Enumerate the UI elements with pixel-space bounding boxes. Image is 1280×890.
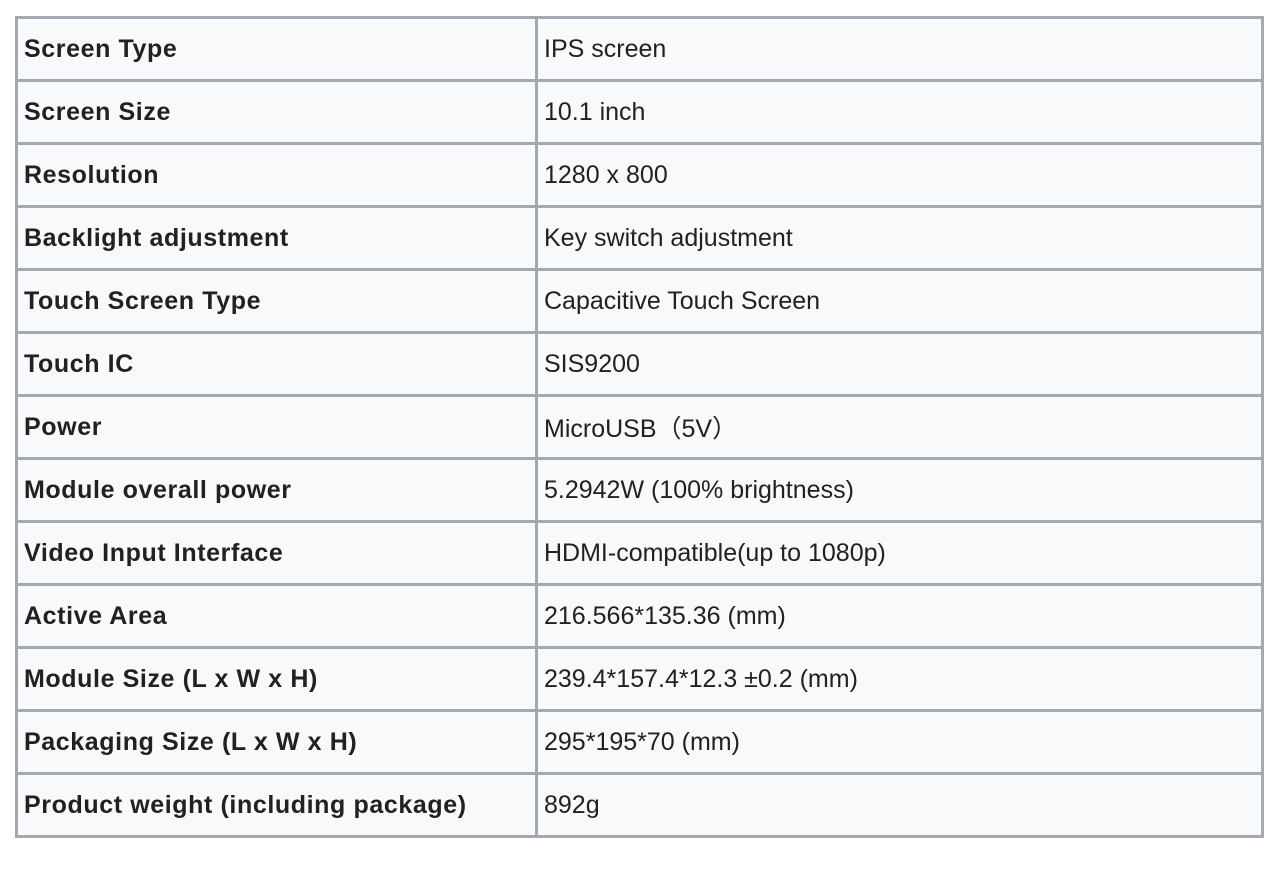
spec-value: 239.4*157.4*12.3 ±0.2 (mm) <box>535 646 1264 712</box>
spec-value: 1280 x 800 <box>535 142 1264 208</box>
spec-label: Touch Screen Type <box>15 268 538 334</box>
table-row: Active Area 216.566*135.36 (mm) <box>15 583 1264 649</box>
spec-value: 10.1 inch <box>535 79 1264 145</box>
spec-value: 295*195*70 (mm) <box>535 709 1264 775</box>
table-row: Module overall power 5.2942W (100% bright… <box>15 457 1264 523</box>
spec-label: Packaging Size (L x W x H) <box>15 709 538 775</box>
spec-label: Active Area <box>15 583 538 649</box>
spec-label: Product weight (including package) <box>15 772 538 838</box>
table-row: Video Input Interface HDMI-compatible(up … <box>15 520 1264 586</box>
spec-label: Screen Type <box>15 16 538 82</box>
table-row: Screen Type IPS screen <box>15 16 1264 82</box>
table-row: Screen Size 10.1 inch <box>15 79 1264 145</box>
table-row: Backlight adjustment Key switch adjustmen… <box>15 205 1264 271</box>
table-row: Touch IC SIS9200 <box>15 331 1264 397</box>
spec-value: Key switch adjustment <box>535 205 1264 271</box>
spec-label: Video Input Interface <box>15 520 538 586</box>
spec-table: Screen Type IPS screen Screen Size 10.1 inc… <box>15 16 1264 838</box>
spec-label: Module overall power <box>15 457 538 523</box>
table-row: Module Size (L x W x H) 239.4*157.4*12.3 … <box>15 646 1264 712</box>
spec-label: Resolution <box>15 142 538 208</box>
table-row: Packaging Size (L x W x H) 295*195*70 (mm… <box>15 709 1264 775</box>
spec-value: 5.2942W (100% brightness) <box>535 457 1264 523</box>
spec-value: HDMI-compatible(up to 1080p) <box>535 520 1264 586</box>
spec-label: Module Size (L x W x H) <box>15 646 538 712</box>
spec-value: 216.566*135.36 (mm) <box>535 583 1264 649</box>
spec-label: Touch IC <box>15 331 538 397</box>
spec-value: SIS9200 <box>535 331 1264 397</box>
table-row: Touch Screen Type Capacitive Touch Screen <box>15 268 1264 334</box>
spec-label: Power <box>15 394 538 460</box>
spec-value: IPS screen <box>535 16 1264 82</box>
table-row: Product weight (including package) 892g <box>15 772 1264 838</box>
spec-label: Backlight adjustment <box>15 205 538 271</box>
spec-value: 892g <box>535 772 1264 838</box>
spec-value: Capacitive Touch Screen <box>535 268 1264 334</box>
table-row: Resolution 1280 x 800 <box>15 142 1264 208</box>
table-row: Power MicroUSB（5V） <box>15 394 1264 460</box>
spec-value: MicroUSB（5V） <box>535 394 1264 460</box>
spec-label: Screen Size <box>15 79 538 145</box>
